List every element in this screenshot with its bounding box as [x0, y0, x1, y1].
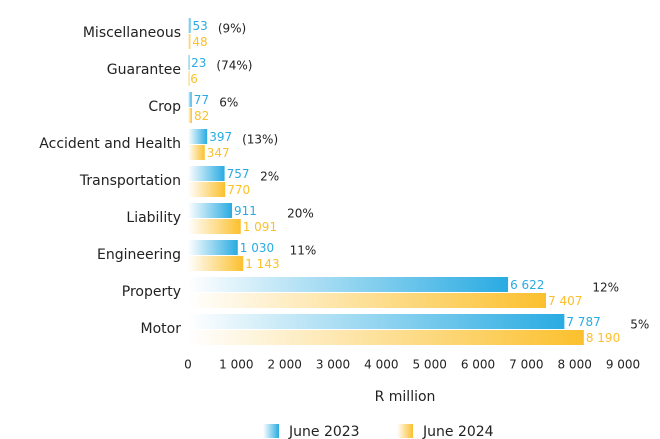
- bar: [188, 203, 233, 218]
- bar: [188, 34, 191, 49]
- x-tick-label: 6 000: [461, 358, 495, 372]
- category-label: Motor: [141, 321, 182, 337]
- change-label: (74%): [216, 59, 252, 73]
- value-label: 1 091: [243, 220, 277, 234]
- x-tick-label: 1 000: [219, 358, 253, 372]
- change-label: (13%): [242, 133, 278, 147]
- legend-swatch: [263, 424, 279, 438]
- x-axis-label: R million: [375, 389, 436, 405]
- x-tick-label: 3 000: [316, 358, 350, 372]
- change-label: 12%: [592, 281, 619, 295]
- legend-label: June 2023: [288, 424, 360, 439]
- x-tick-label: 9 000: [606, 358, 640, 372]
- bar: [188, 277, 509, 292]
- category-label: Accident and Health: [39, 136, 181, 152]
- bar: [188, 71, 190, 86]
- category-label: Transportation: [79, 173, 181, 189]
- value-label: 1 143: [245, 257, 279, 271]
- change-label: 11%: [290, 244, 317, 258]
- category-label: Liability: [126, 210, 181, 226]
- bar: [188, 240, 238, 255]
- change-label: 20%: [287, 207, 314, 221]
- category-label: Guarantee: [107, 62, 181, 78]
- bar: [188, 18, 191, 33]
- value-label: 7 787: [566, 315, 600, 329]
- bar: [188, 293, 547, 308]
- value-label: 770: [227, 183, 250, 197]
- bar: [188, 92, 192, 107]
- x-tick-label: 4 000: [364, 358, 398, 372]
- bar: [188, 256, 244, 271]
- legend-swatch: [397, 424, 413, 438]
- value-label: 48: [192, 35, 207, 49]
- change-label: 6%: [219, 96, 238, 110]
- change-label: (9%): [218, 22, 246, 36]
- value-label: 53: [193, 19, 208, 33]
- value-label: 7 407: [548, 294, 582, 308]
- x-tick-label: 0: [184, 358, 192, 372]
- bar: [188, 129, 208, 144]
- value-label: 397: [209, 130, 232, 144]
- x-tick-label: 7 000: [509, 358, 543, 372]
- bar: [188, 219, 241, 234]
- value-label: 8 190: [586, 331, 620, 345]
- value-label: 82: [194, 109, 209, 123]
- value-label: 6: [190, 72, 198, 86]
- value-label: 23: [191, 56, 206, 70]
- x-tick-label: 5 000: [412, 358, 446, 372]
- value-label: 77: [194, 93, 209, 107]
- category-label: Miscellaneous: [83, 25, 181, 41]
- category-label: Property: [122, 284, 181, 300]
- category-label: Engineering: [97, 247, 181, 263]
- category-label: Crop: [148, 99, 181, 115]
- legend-label: June 2024: [422, 424, 494, 439]
- change-label: 5%: [630, 318, 649, 332]
- bar: [188, 166, 225, 181]
- x-tick-label: 2 000: [267, 358, 301, 372]
- value-label: 6 622: [510, 278, 544, 292]
- bar: [188, 182, 226, 197]
- bar: [188, 145, 205, 160]
- change-label: 2%: [260, 170, 279, 184]
- value-label: 1 030: [240, 241, 274, 255]
- bar: [188, 314, 565, 329]
- value-label: 757: [227, 167, 250, 181]
- bar: [188, 330, 584, 345]
- value-label: 347: [207, 146, 230, 160]
- x-tick-label: 8 000: [557, 358, 591, 372]
- bar: [188, 55, 190, 70]
- value-label: 911: [234, 204, 257, 218]
- bar: [188, 108, 192, 123]
